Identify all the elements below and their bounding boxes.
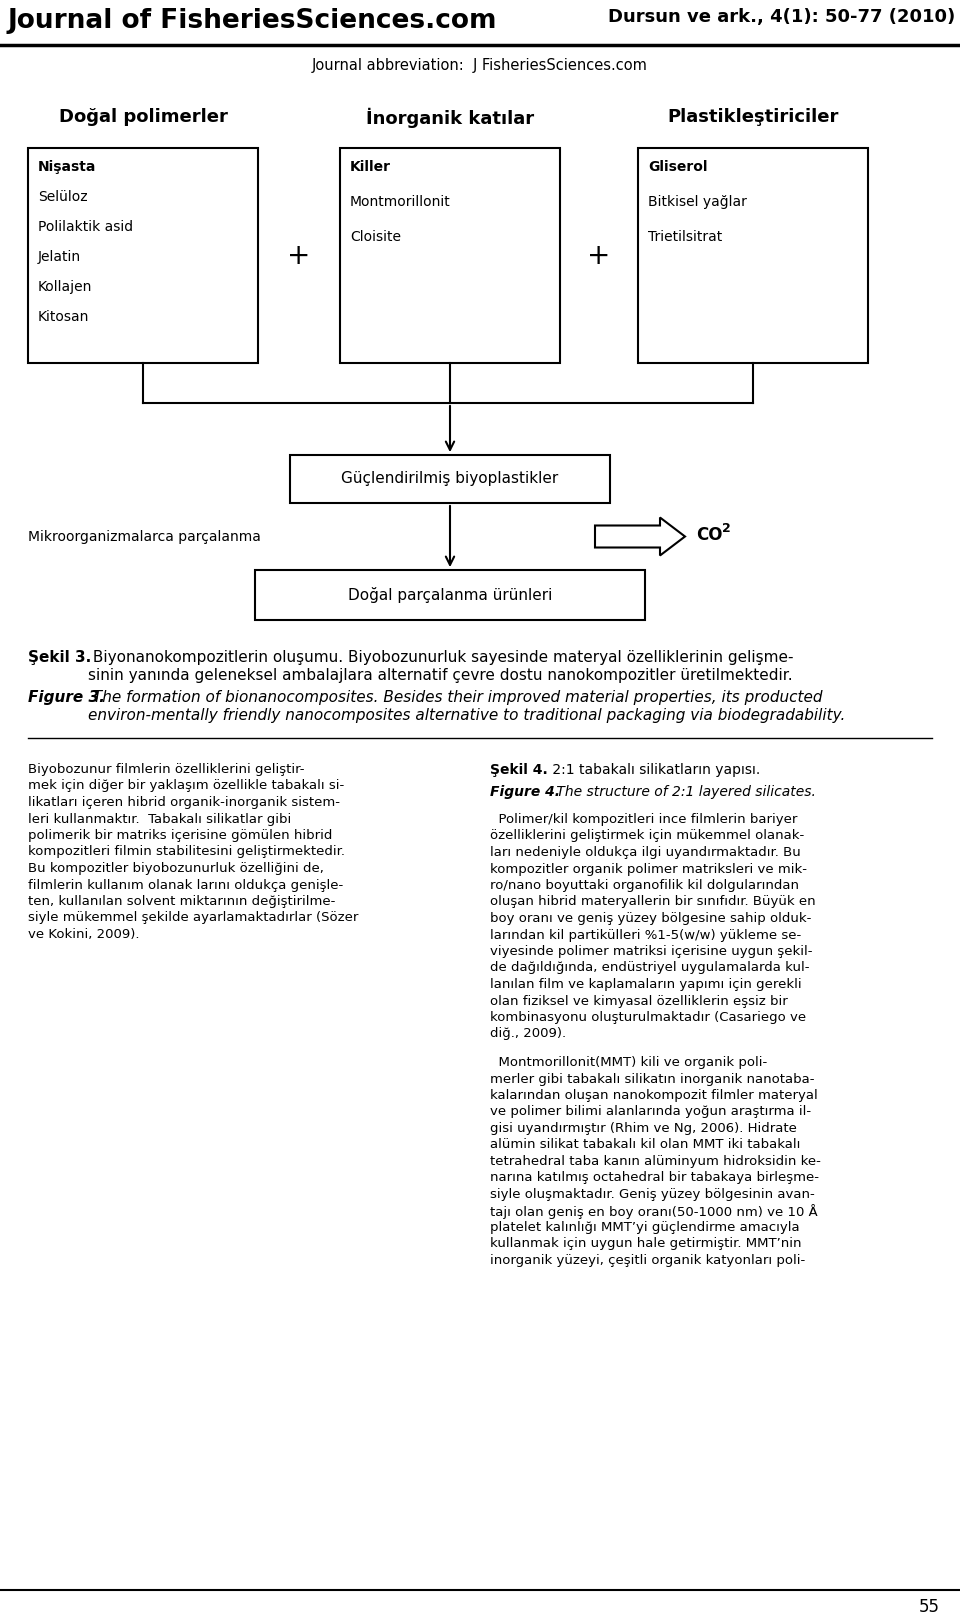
Text: kombinasyonu oluşturulmaktadır (Casariego ve: kombinasyonu oluşturulmaktadır (Casarieg… [490,1011,806,1024]
Text: The structure of 2:1 layered silicates.: The structure of 2:1 layered silicates. [552,786,816,798]
Text: larından kil partikülleri %1-5(w/w) yükleme se-: larından kil partikülleri %1-5(w/w) yükl… [490,929,802,942]
Text: kompozitler organik polimer matriksleri ve mik-: kompozitler organik polimer matriksleri … [490,863,807,876]
Text: Montmorillonit: Montmorillonit [350,195,451,210]
Text: sinin yanında geleneksel ambalajlara alternatif çevre dostu nanokompozitler üret: sinin yanında geleneksel ambalajlara alt… [88,668,793,682]
Text: Plastikleştiriciler: Plastikleştiriciler [667,108,839,126]
Text: ro/nano boyuttaki organofilik kil dolgularından: ro/nano boyuttaki organofilik kil dolgul… [490,879,799,892]
Text: polimerik bir matriks içerisine gömülen hibrid: polimerik bir matriks içerisine gömülen … [28,829,332,842]
Text: Şekil 4.: Şekil 4. [490,763,548,777]
Text: Biyonanokompozitlerin oluşumu. Biyobozunurluk sayesinde materyal özelliklerinin : Biyonanokompozitlerin oluşumu. Biyobozun… [88,650,794,665]
Text: gisi uyandırmıştır (Rhim ve Ng, 2006). Hidrate: gisi uyandırmıştır (Rhim ve Ng, 2006). H… [490,1123,797,1136]
Text: Mikroorganizmalarca parçalanma: Mikroorganizmalarca parçalanma [28,529,261,544]
Bar [340,148,560,363]
Text: tetrahedral taba kanın alüminyum hidroksidin ke-: tetrahedral taba kanın alüminyum hidroks… [490,1155,821,1168]
Text: Cloisite: Cloisite [350,231,401,244]
Bar [255,569,645,619]
Text: özelliklerini geliştirmek için mükemmel olanak-: özelliklerini geliştirmek için mükemmel … [490,829,804,842]
Text: 2:1 tabakalı silikatların yapısı.: 2:1 tabakalı silikatların yapısı. [548,763,760,777]
Text: CO: CO [696,526,723,544]
Text: ten, kullanılan solvent miktarının değiştirilme-: ten, kullanılan solvent miktarının değiş… [28,895,335,908]
Text: kompozitleri filmin stabilitesini geliştirmektedir.: kompozitleri filmin stabilitesini gelişt… [28,845,345,858]
Text: 2: 2 [722,523,731,536]
Text: siyle mükemmel şekilde ayarlamaktadırlar (Sözer: siyle mükemmel şekilde ayarlamaktadırlar… [28,911,358,924]
Text: mek için diğer bir yaklaşım özellikle tabakalı si-: mek için diğer bir yaklaşım özellikle ta… [28,779,345,792]
Text: Dursun ve ark., 4(1): 50-77 (2010): Dursun ve ark., 4(1): 50-77 (2010) [608,8,955,26]
Text: oluşan hibrid materyallerin bir sınıfıdır. Büyük en: oluşan hibrid materyallerin bir sınıfıdı… [490,895,816,908]
Text: inorganik yüzeyi, çeşitli organik katyonları poli-: inorganik yüzeyi, çeşitli organik katyon… [490,1253,805,1266]
Text: tajı olan geniş en boy oranı(50-1000 nm) ve 10 Å: tajı olan geniş en boy oranı(50-1000 nm)… [490,1205,818,1219]
Text: platelet kalınlığı MMT’yi güçlendirme amacıyla: platelet kalınlığı MMT’yi güçlendirme am… [490,1221,800,1234]
Text: Kitosan: Kitosan [38,310,89,324]
Text: Nişasta: Nişasta [38,160,96,174]
Text: Güçlendirilmiş biyoplastikler: Güçlendirilmiş biyoplastikler [342,471,559,487]
Text: siyle oluşmaktadır. Geniş yüzey bölgesinin avan-: siyle oluşmaktadır. Geniş yüzey bölgesin… [490,1189,815,1202]
Text: ve Kokini, 2009).: ve Kokini, 2009). [28,927,139,940]
Text: filmlerin kullanım olanak larını oldukça genişle-: filmlerin kullanım olanak larını oldukça… [28,879,344,892]
Text: İnorganik katılar: İnorganik katılar [366,108,534,129]
Text: likatları içeren hibrid organik-inorganik sistem-: likatları içeren hibrid organik-inorgani… [28,795,340,810]
Text: Journal of FisheriesSciences.com: Journal of FisheriesSciences.com [8,8,497,34]
Text: Jelatin: Jelatin [38,250,82,265]
Text: olan fiziksel ve kimyasal özelliklerin eşsiz bir: olan fiziksel ve kimyasal özelliklerin e… [490,995,788,1008]
Text: Gliserol: Gliserol [648,160,708,174]
Text: kullanmak için uygun hale getirmiştir. MMT’nin: kullanmak için uygun hale getirmiştir. M… [490,1237,802,1250]
Text: Şekil 3.: Şekil 3. [28,650,91,665]
Bar [290,455,610,503]
Text: diğ., 2009).: diğ., 2009). [490,1027,566,1040]
Text: Polimer/kil kompozitleri ince filmlerin bariyer: Polimer/kil kompozitleri ince filmlerin … [490,813,798,826]
Text: Doğal parçalanma ürünleri: Doğal parçalanma ürünleri [348,587,552,603]
Text: de dağıldığında, endüstriyel uygulamalarda kul-: de dağıldığında, endüstriyel uygulamalar… [490,961,809,974]
Text: environ-mentally friendly nanocomposites alternative to traditional packaging vi: environ-mentally friendly nanocomposites… [88,708,846,723]
Text: Selüloz: Selüloz [38,190,87,203]
Text: ve polimer bilimi alanlarında yoğun araştırma il-: ve polimer bilimi alanlarında yoğun araş… [490,1105,811,1118]
Text: The formation of bionanocomposites. Besides their improved material properties, : The formation of bionanocomposites. Besi… [88,690,823,705]
Text: narına katılmış octahedral bir tabakaya birleşme-: narına katılmış octahedral bir tabakaya … [490,1171,819,1184]
Text: Biyobozunur filmlerin özelliklerini geliştir-: Biyobozunur filmlerin özelliklerini geli… [28,763,304,776]
Text: leri kullanmaktır.  Tabakalı silikatlar gibi: leri kullanmaktır. Tabakalı silikatlar g… [28,813,291,826]
Text: Polilaktik asid: Polilaktik asid [38,219,133,234]
Text: +: + [287,242,311,269]
Polygon shape [595,518,685,555]
Text: Killer: Killer [350,160,391,174]
Text: alümin silikat tabakalı kil olan MMT iki tabakalı: alümin silikat tabakalı kil olan MMT iki… [490,1139,801,1152]
Bar [28,148,258,363]
Text: Montmorillonit(MMT) kili ve organik poli-: Montmorillonit(MMT) kili ve organik poli… [490,1057,767,1069]
Text: Bitkisel yağlar: Bitkisel yağlar [648,195,747,210]
Text: viyesinde polimer matriksi içerisine uygun şekil-: viyesinde polimer matriksi içerisine uyg… [490,945,812,958]
Text: Journal abbreviation:  J FisheriesSciences.com: Journal abbreviation: J FisheriesScience… [312,58,648,73]
Bar [638,148,868,363]
Text: merler gibi tabakalı silikatın inorganik nanotaba-: merler gibi tabakalı silikatın inorganik… [490,1073,814,1086]
Text: Kollajen: Kollajen [38,281,92,294]
Text: ları nedeniyle oldukça ilgi uyandırmaktadır. Bu: ları nedeniyle oldukça ilgi uyandırmakta… [490,845,801,860]
Text: Doğal polimerler: Doğal polimerler [59,108,228,126]
Text: 55: 55 [919,1598,940,1613]
Text: Figure 3.: Figure 3. [28,690,105,705]
Text: Figure 4.: Figure 4. [490,786,560,798]
Text: kalarından oluşan nanokompozit filmler materyal: kalarından oluşan nanokompozit filmler m… [490,1089,818,1102]
Text: Bu kompozitler biyobozunurluk özelliğini de,: Bu kompozitler biyobozunurluk özelliğini… [28,861,324,874]
Text: boy oranı ve geniş yüzey bölgesine sahip olduk-: boy oranı ve geniş yüzey bölgesine sahip… [490,911,811,924]
Text: +: + [588,242,611,269]
Text: lanılan film ve kaplamaların yapımı için gerekli: lanılan film ve kaplamaların yapımı için… [490,977,802,990]
Text: Trietilsitrat: Trietilsitrat [648,231,722,244]
